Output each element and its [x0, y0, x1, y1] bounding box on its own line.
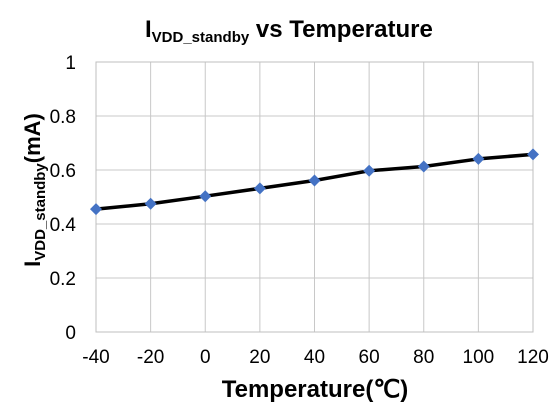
y-axis-ticks: 0 0.2 0.4 0.6 0.8 1 — [50, 53, 77, 344]
data-point-marker — [472, 152, 485, 165]
data-point-marker — [199, 190, 212, 203]
chart-title: IVDD_standby vs Temperature — [145, 16, 433, 46]
plot-area-border — [95, 61, 534, 333]
data-point-marker — [527, 148, 539, 161]
y-tick-label: 0 — [65, 323, 76, 344]
x-tick-label: -20 — [137, 347, 164, 368]
x-tick-label: 20 — [249, 347, 270, 368]
x-tick-label: 100 — [463, 347, 495, 368]
data-point-marker — [144, 197, 157, 210]
chart-title-suffix: vs Temperature — [249, 16, 433, 43]
y-tick-label: 1 — [65, 53, 76, 74]
y-axis-label-suffix: (mA) — [20, 113, 45, 163]
y-tick-label: 0.6 — [50, 161, 76, 182]
series-layer — [90, 148, 539, 216]
y-tick-label: 0.2 — [50, 269, 76, 290]
y-axis-label-subscript: VDD_standby — [32, 163, 49, 261]
x-tick-label: 0 — [200, 347, 211, 368]
x-tick-label: -40 — [82, 347, 109, 368]
x-axis-ticks: -40 -20 0 20 40 60 80 100 120 — [82, 347, 549, 368]
y-axis-label: IVDD_standby(mA) — [20, 113, 49, 267]
y-tick-label: 0.4 — [50, 215, 77, 236]
x-tick-label: 60 — [359, 347, 380, 368]
x-tick-label: 80 — [413, 347, 434, 368]
x-axis-label: Temperature(℃) — [222, 376, 409, 403]
data-point-marker — [90, 203, 102, 216]
y-tick-label: 0.8 — [50, 107, 76, 128]
chart-title-prefix: I — [145, 16, 152, 43]
x-tick-label: 120 — [517, 347, 549, 368]
data-point-marker — [308, 174, 321, 187]
x-tick-label: 40 — [304, 347, 325, 368]
y-axis-label-prefix: I — [20, 261, 45, 267]
data-point-marker — [417, 160, 430, 173]
chart-title-subscript: VDD_standby — [152, 29, 250, 46]
grid — [95, 61, 534, 333]
data-point-marker — [363, 164, 376, 177]
data-point-marker — [253, 182, 266, 195]
